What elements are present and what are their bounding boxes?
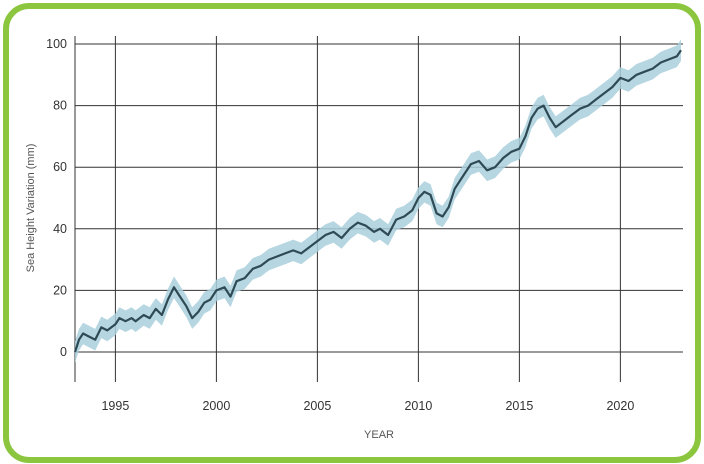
- y-tick-label: 0: [60, 345, 67, 359]
- grid: [74, 36, 683, 382]
- x-axis-ticks: 1995 2000 2005 2010 2015 2020: [101, 399, 634, 413]
- y-tick-label: 40: [53, 222, 67, 236]
- y-tick-label: 60: [53, 160, 67, 174]
- sea-height-line: [73, 49, 682, 353]
- x-tick-label: 1995: [101, 399, 129, 413]
- x-tick-label: 2015: [505, 399, 533, 413]
- y-tick-label: 20: [53, 283, 67, 297]
- x-tick-label: 2010: [404, 399, 432, 413]
- x-axis-title: YEAR: [364, 429, 394, 441]
- y-axis-title: Sea Height Variation (mm): [25, 144, 37, 273]
- x-tick-label: 2005: [303, 399, 331, 413]
- y-axis-ticks: 0 20 40 60 80 100: [46, 37, 67, 359]
- y-tick-label: 80: [53, 99, 67, 113]
- x-tick-label: 2000: [202, 399, 230, 413]
- y-tick-label: 100: [46, 37, 67, 51]
- x-tick-label: 2020: [606, 399, 634, 413]
- uncertainty-band: [75, 39, 681, 363]
